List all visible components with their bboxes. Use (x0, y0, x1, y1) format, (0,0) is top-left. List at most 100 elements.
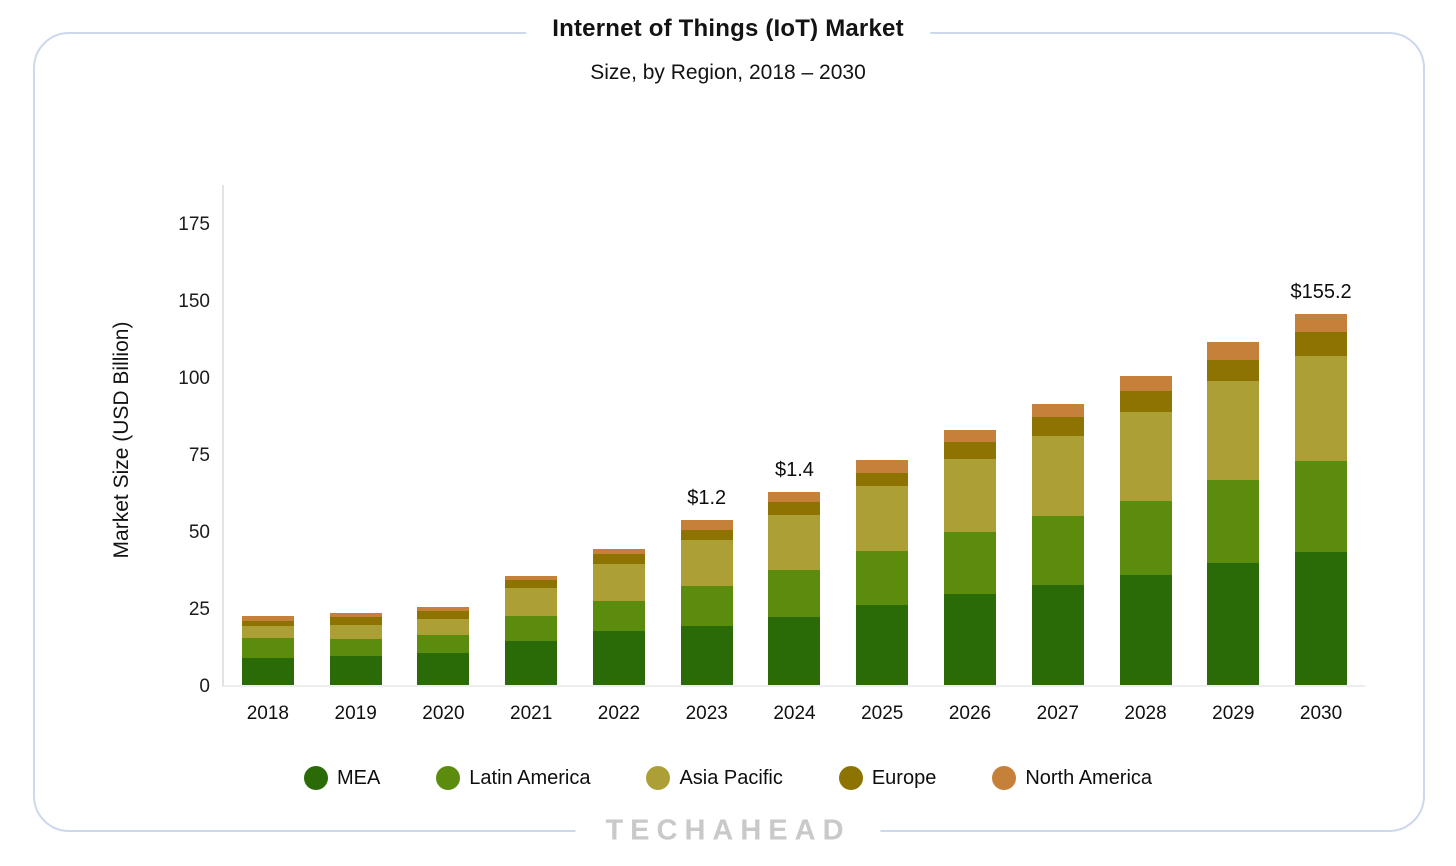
bar-segment-north-america[interactable] (768, 491, 821, 502)
bar-segment-europe[interactable] (241, 621, 294, 626)
bar-segment-north-america[interactable] (417, 607, 470, 612)
bar-segment-north-america[interactable] (241, 616, 294, 622)
stacked-bar-2018[interactable] (241, 616, 294, 685)
bar-segment-mea[interactable] (944, 594, 996, 685)
y-tick-25: 25 (188, 599, 210, 620)
legend-dot-icon (303, 766, 328, 790)
bar-segment-europe[interactable] (329, 617, 382, 626)
bar-segment-north-america[interactable] (505, 576, 558, 581)
bar-segment-north-america[interactable] (944, 430, 996, 443)
stacked-bar-2029[interactable] (1207, 342, 1260, 685)
bar-segment-mea[interactable] (1295, 551, 1348, 685)
stacked-bar-2019[interactable] (329, 613, 382, 685)
bar-segment-latin-america[interactable] (1295, 461, 1348, 552)
bar-segment-asia-pacific[interactable] (856, 486, 909, 552)
x-axis-label-2020: 2020 (422, 703, 465, 724)
bar-segment-asia-pacific[interactable] (944, 459, 996, 533)
bar-segment-mea[interactable] (1031, 584, 1084, 685)
bar-segment-europe[interactable] (1031, 416, 1084, 436)
bar-segment-north-america[interactable] (680, 520, 733, 531)
bar-segment-europe[interactable] (505, 580, 558, 589)
bar-segment-north-america[interactable] (856, 460, 909, 474)
bar-segment-latin-america[interactable] (505, 616, 558, 641)
bar-group-2020: 2020 (400, 185, 488, 724)
stacked-bar-2025[interactable] (856, 460, 909, 685)
legend-item-mea[interactable]: MEA (303, 766, 380, 790)
x-axis-label-2022: 2022 (597, 703, 641, 724)
stacked-bar-2022[interactable] (592, 549, 645, 685)
legend-item-latin-america[interactable]: Latin America (436, 766, 590, 790)
bar-segment-europe[interactable] (592, 554, 645, 565)
bar-segment-mea[interactable] (1119, 575, 1172, 685)
stacked-bar-2026[interactable] (944, 430, 996, 685)
stacked-bar-2021[interactable] (505, 576, 558, 685)
bar-segment-latin-america[interactable] (329, 639, 382, 656)
bar-value-label-2024: $1.4 (775, 458, 814, 481)
bar-group-2029: 2029 (1189, 185, 1277, 724)
bar-segment-asia-pacific[interactable] (768, 514, 821, 570)
bar-segment-latin-america[interactable] (1207, 480, 1260, 563)
stacked-bar-2027[interactable] (1031, 403, 1084, 685)
bar-segment-north-america[interactable] (592, 549, 645, 555)
bar-segment-asia-pacific[interactable] (592, 564, 645, 602)
plot-area: 2018 2019 2020 2021 2022 $1.2 2023 $1.4 2024 2025… (222, 185, 1365, 724)
bar-segment-europe[interactable] (856, 473, 909, 487)
bar-segment-mea[interactable] (768, 616, 821, 685)
stacked-bar-2024[interactable] (768, 491, 821, 685)
bar-segment-north-america[interactable] (1207, 342, 1260, 361)
bar-segment-latin-america[interactable] (417, 635, 470, 653)
bar-segment-latin-america[interactable] (1031, 515, 1084, 585)
x-axis-label-2023: 2023 (685, 703, 728, 724)
bar-segment-mea[interactable] (241, 657, 294, 685)
legend-item-asia-pacific[interactable]: Asia Pacific (646, 766, 783, 790)
bar-segment-mea[interactable] (680, 625, 733, 685)
bar-segment-mea[interactable] (505, 641, 558, 685)
bar-segment-mea[interactable] (856, 604, 909, 685)
legend-item-north-america[interactable]: North America (992, 766, 1152, 790)
bar-segment-latin-america[interactable] (1119, 501, 1172, 575)
bar-segment-europe[interactable] (944, 442, 996, 460)
bar-group-2027: 2027 (1014, 185, 1102, 724)
bar-segment-mea[interactable] (592, 631, 645, 685)
bar-segment-latin-america[interactable] (680, 585, 733, 626)
bar-segment-asia-pacific[interactable] (1295, 356, 1348, 462)
bar-segment-north-america[interactable] (329, 613, 382, 618)
bar-segment-asia-pacific[interactable] (417, 619, 470, 636)
bar-segment-asia-pacific[interactable] (1031, 435, 1084, 516)
bar-segment-latin-america[interactable] (944, 532, 996, 595)
bar-segment-latin-america[interactable] (592, 601, 645, 632)
bar-segment-europe[interactable] (1207, 360, 1260, 382)
bar-segment-mea[interactable] (417, 653, 470, 685)
bar-segment-mea[interactable] (329, 656, 382, 685)
legend-label: Asia Pacific (679, 766, 783, 789)
stacked-bar-2023[interactable] (680, 520, 733, 685)
bar-segment-latin-america[interactable] (856, 551, 909, 605)
bar-group-2028: 2028 (1102, 185, 1190, 724)
x-axis-label-2030: 2030 (1299, 703, 1343, 724)
x-axis-label-2024: 2024 (773, 703, 816, 724)
bar-segment-asia-pacific[interactable] (241, 625, 294, 638)
legend-item-europe[interactable]: Europe (838, 766, 937, 790)
legend-label: Europe (871, 766, 937, 789)
bar-segment-mea[interactable] (1207, 563, 1260, 685)
bar-segment-north-america[interactable] (1295, 314, 1348, 333)
bar-segment-asia-pacific[interactable] (680, 540, 733, 586)
bar-segment-asia-pacific[interactable] (1119, 412, 1172, 502)
bar-segment-europe[interactable] (1119, 391, 1172, 413)
stacked-bar-2028[interactable] (1119, 376, 1172, 685)
bar-segment-europe[interactable] (417, 611, 470, 620)
bar-segment-asia-pacific[interactable] (329, 625, 382, 640)
bar-segment-europe[interactable] (680, 530, 733, 541)
bar-segment-europe[interactable] (768, 501, 821, 515)
bar-segment-europe[interactable] (1295, 332, 1348, 357)
x-axis-label-2018: 2018 (246, 703, 290, 724)
bar-segment-latin-america[interactable] (768, 569, 821, 617)
bar-segment-north-america[interactable] (1119, 376, 1172, 392)
bar-segment-latin-america[interactable] (241, 637, 294, 658)
bar-segment-asia-pacific[interactable] (1207, 381, 1260, 481)
stacked-bar-2030[interactable] (1295, 314, 1348, 685)
stacked-bar-2020[interactable] (417, 607, 470, 685)
bar-segment-asia-pacific[interactable] (505, 588, 558, 617)
bar-segment-north-america[interactable] (1031, 403, 1084, 417)
x-axis-label-2021: 2021 (510, 703, 553, 724)
